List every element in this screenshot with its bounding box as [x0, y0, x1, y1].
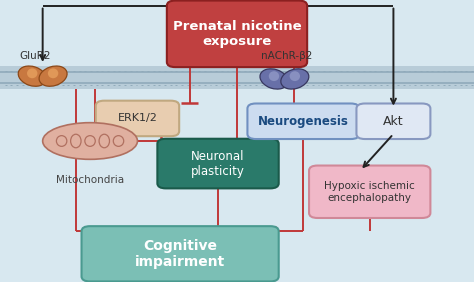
Text: ERK1/2: ERK1/2 — [118, 113, 157, 124]
Ellipse shape — [269, 71, 279, 81]
Ellipse shape — [260, 69, 288, 89]
FancyBboxPatch shape — [157, 139, 279, 188]
FancyBboxPatch shape — [167, 1, 307, 67]
Bar — [0, 66, 474, 89]
Text: Cognitive
impairment: Cognitive impairment — [135, 239, 225, 269]
Ellipse shape — [48, 68, 58, 78]
Text: GluR2: GluR2 — [19, 51, 50, 61]
Text: Neurogenesis: Neurogenesis — [258, 115, 349, 128]
Text: Hypoxic ischemic
encephalopathy: Hypoxic ischemic encephalopathy — [324, 181, 415, 202]
Ellipse shape — [18, 66, 46, 86]
Ellipse shape — [27, 68, 37, 78]
FancyBboxPatch shape — [309, 166, 430, 218]
Text: Prenatal nicotine
exposure: Prenatal nicotine exposure — [173, 20, 301, 48]
Text: Mitochondria: Mitochondria — [56, 175, 124, 186]
Ellipse shape — [39, 66, 67, 86]
Text: Neuronal
plasticity: Neuronal plasticity — [191, 149, 245, 178]
FancyBboxPatch shape — [96, 101, 179, 136]
Ellipse shape — [290, 71, 300, 81]
FancyBboxPatch shape — [247, 103, 359, 139]
Ellipse shape — [281, 69, 309, 89]
Ellipse shape — [43, 123, 137, 159]
Text: Akt: Akt — [383, 115, 404, 128]
Text: nAChR-β2: nAChR-β2 — [261, 51, 312, 61]
FancyBboxPatch shape — [356, 103, 430, 139]
FancyBboxPatch shape — [82, 226, 279, 281]
